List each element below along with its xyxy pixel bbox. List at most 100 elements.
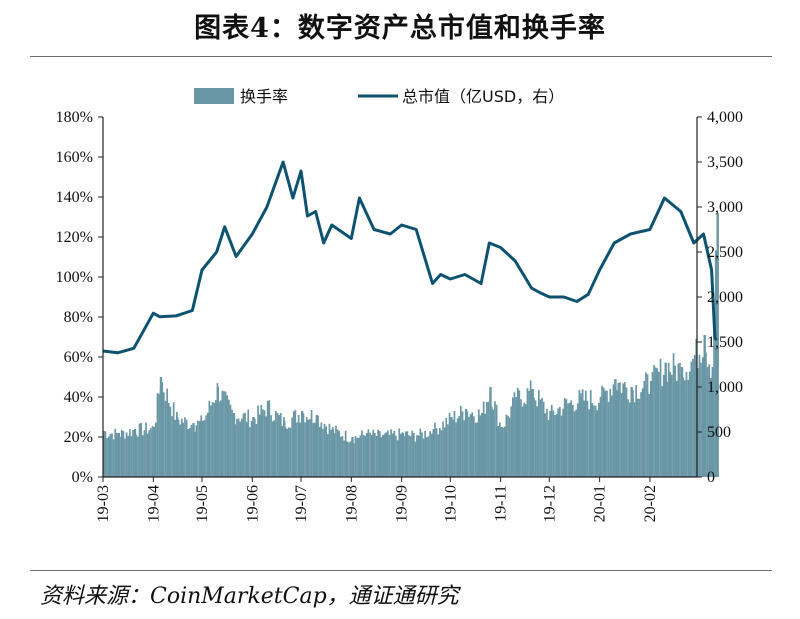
- turnover-bar: [426, 437, 428, 477]
- turnover-bar: [586, 400, 589, 477]
- turnover-bar: [523, 402, 525, 477]
- turnover-bar: [305, 417, 308, 477]
- x-tick-label: 19-03: [95, 485, 112, 522]
- turnover-bar: [659, 358, 662, 477]
- turnover-bar: [528, 390, 530, 477]
- turnover-bar: [413, 433, 415, 477]
- turnover-bar: [455, 422, 457, 477]
- left-tick-label: 0%: [72, 469, 93, 486]
- turnover-bar: [635, 385, 637, 477]
- turnover-bar-anchor: [549, 413, 552, 477]
- turnover-bar: [602, 387, 605, 477]
- turnover-bar: [424, 431, 426, 477]
- turnover-bar: [697, 368, 699, 477]
- turnover-bar: [612, 384, 615, 477]
- right-tick-label: 500: [707, 424, 731, 441]
- turnover-bar: [318, 426, 321, 477]
- left-tick-label: 60%: [64, 349, 93, 366]
- left-tick-label: 180%: [56, 109, 93, 126]
- turnover-bar: [226, 395, 228, 477]
- turnover-bar: [625, 387, 628, 477]
- turnover-bar-anchor: [232, 413, 236, 477]
- turnover-bar-anchor: [531, 389, 534, 477]
- turnover-bar: [302, 413, 305, 477]
- source-note: 资料来源：CoinMarketCap，通证通研究: [40, 584, 459, 609]
- page-title: 图表4：数字资产总市值和换手率: [194, 13, 606, 44]
- turnover-bar: [503, 426, 506, 477]
- turnover-bar: [471, 412, 474, 477]
- turnover-bar: [111, 433, 113, 477]
- turnover-bar: [200, 415, 203, 477]
- turnover-bar: [237, 418, 240, 477]
- turnover-bar: [497, 426, 500, 477]
- turnover-bar: [714, 250, 717, 477]
- turnover-bar: [197, 420, 199, 477]
- turnover-bar: [596, 410, 599, 477]
- axes: 0% 20% 40% 60% 80% 100% 120% 140% 160% 180% 0 500 1,…: [56, 109, 743, 522]
- turnover-bar: [299, 422, 302, 477]
- left-tick-label: 80%: [64, 309, 93, 326]
- x-tick-label: 19-04: [145, 485, 162, 522]
- turnover-bar: [606, 390, 608, 477]
- turnover-bar: [150, 428, 152, 477]
- turnover-bar: [171, 416, 173, 477]
- turnover-bar: [695, 338, 698, 477]
- turnover-bar-anchor: [153, 427, 156, 477]
- turnover-bar: [541, 397, 543, 477]
- turnover-bar: [218, 401, 220, 477]
- turnover-bar: [591, 403, 594, 477]
- turnover-bar: [336, 429, 339, 477]
- turnover-bar: [257, 405, 259, 477]
- turnover-bar: [364, 435, 366, 477]
- turnover-bar: [333, 433, 336, 477]
- turnover-bar: [338, 431, 340, 477]
- turnover-bar: [417, 436, 420, 477]
- turnover-bar: [576, 403, 579, 477]
- x-tick-label: 19-06: [244, 485, 261, 522]
- turnover-bar: [598, 403, 600, 477]
- turnover-bar: [140, 422, 142, 477]
- turnover-bar: [223, 391, 225, 477]
- turnover-bar: [675, 381, 678, 477]
- turnover-bar: [429, 431, 431, 477]
- legend: 换手率 总市值（亿USD，右）: [194, 87, 564, 106]
- turnover-bar: [588, 409, 590, 477]
- turnover-bar: [211, 402, 214, 477]
- turnover-bar: [247, 409, 250, 477]
- turnover-bar: [684, 380, 686, 477]
- turnover-bar: [239, 421, 241, 477]
- x-tick-label: 19-12: [541, 485, 558, 522]
- turnover-bar: [461, 411, 464, 477]
- turnover-bar: [120, 429, 123, 477]
- turnover-bar: [208, 400, 211, 477]
- turnover-bar: [619, 382, 621, 477]
- turnover-bar-anchor: [563, 403, 567, 477]
- turnover-bar-anchor: [515, 397, 518, 477]
- turnover-bar: [567, 403, 569, 477]
- turnover-bar: [710, 378, 712, 477]
- turnover-bar: [137, 436, 139, 477]
- turnover-bar: [273, 420, 276, 477]
- turnover-bar: [627, 399, 629, 477]
- turnover-bar: [106, 438, 108, 477]
- turnover-bar: [268, 400, 271, 477]
- turnover-bar: [492, 409, 495, 477]
- turnover-bar: [542, 401, 545, 477]
- turnover-bar-anchor: [416, 435, 419, 477]
- turnover-bar: [705, 352, 707, 477]
- turnover-bar: [609, 388, 612, 477]
- turnover-bar: [354, 436, 357, 477]
- turnover-bar: [646, 374, 649, 477]
- turnover-bar: [516, 387, 519, 477]
- turnover-bar: [265, 416, 267, 477]
- turnover-bar-anchor: [202, 421, 205, 477]
- turnover-bar: [593, 405, 595, 477]
- turnover-bar: [189, 428, 191, 477]
- turnover-bar: [169, 406, 172, 477]
- turnover-bar: [656, 368, 659, 477]
- turnover-bar: [653, 365, 655, 477]
- turnover-bar-anchor: [252, 417, 255, 477]
- turnover-bar: [529, 380, 532, 477]
- right-tick-label: 2,000: [707, 289, 743, 306]
- turnover-bar: [437, 434, 439, 477]
